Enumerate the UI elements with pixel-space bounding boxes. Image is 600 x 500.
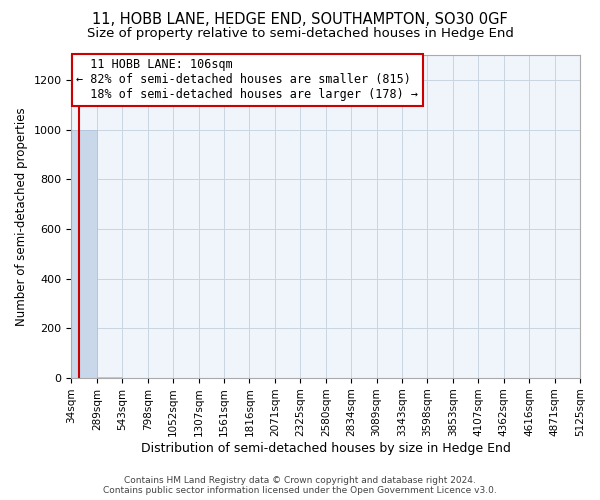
Text: Contains HM Land Registry data © Crown copyright and database right 2024.
Contai: Contains HM Land Registry data © Crown c… (103, 476, 497, 495)
Bar (71, 130, 97, 378)
Text: Size of property relative to semi-detached houses in Hedge End: Size of property relative to semi-detach… (86, 28, 514, 40)
Text: 11, HOBB LANE, HEDGE END, SOUTHAMPTON, SO30 0GF: 11, HOBB LANE, HEDGE END, SOUTHAMPTON, S… (92, 12, 508, 28)
Y-axis label: Number of semi-detached properties: Number of semi-detached properties (15, 107, 28, 326)
Text: 11 HOBB LANE: 106sqm
← 82% of semi-detached houses are smaller (815)
  18% of se: 11 HOBB LANE: 106sqm ← 82% of semi-detac… (76, 58, 418, 101)
Bar (97, 377, 122, 378)
X-axis label: Distribution of semi-detached houses by size in Hedge End: Distribution of semi-detached houses by … (141, 442, 511, 455)
